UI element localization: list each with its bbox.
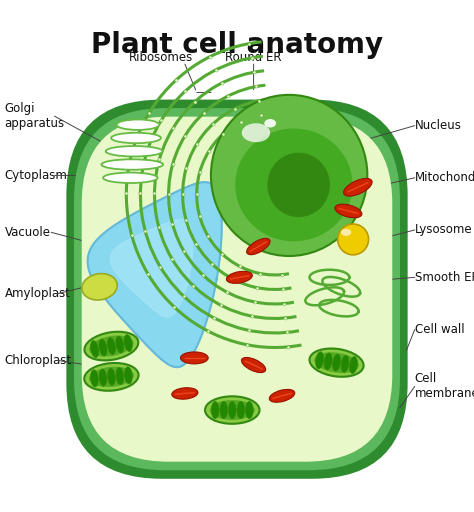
Ellipse shape	[269, 390, 295, 402]
Polygon shape	[322, 277, 360, 296]
Text: Golgi
apparatus: Golgi apparatus	[5, 102, 65, 130]
Ellipse shape	[335, 204, 362, 218]
Text: Mitochondrion: Mitochondrion	[415, 172, 474, 184]
Ellipse shape	[99, 339, 107, 356]
Ellipse shape	[333, 354, 340, 371]
Ellipse shape	[341, 229, 351, 236]
Text: Cell
membrane: Cell membrane	[415, 372, 474, 400]
FancyBboxPatch shape	[74, 108, 400, 470]
Ellipse shape	[89, 367, 134, 387]
Ellipse shape	[314, 352, 359, 373]
Ellipse shape	[84, 332, 138, 360]
Ellipse shape	[106, 146, 163, 157]
Ellipse shape	[324, 353, 332, 370]
Ellipse shape	[310, 349, 364, 377]
Text: Amyloplast: Amyloplast	[5, 287, 71, 301]
Ellipse shape	[103, 173, 157, 183]
Text: Lysosome: Lysosome	[415, 223, 473, 237]
Ellipse shape	[316, 352, 324, 369]
Polygon shape	[110, 220, 192, 317]
Text: Smooth ER: Smooth ER	[415, 271, 474, 284]
Ellipse shape	[337, 224, 368, 255]
Ellipse shape	[246, 239, 270, 254]
Ellipse shape	[341, 355, 349, 372]
Ellipse shape	[101, 159, 163, 170]
Polygon shape	[305, 287, 344, 305]
Text: Ribosomes: Ribosomes	[129, 51, 193, 64]
Ellipse shape	[91, 370, 98, 387]
Ellipse shape	[241, 357, 266, 373]
Text: Vacuole: Vacuole	[5, 226, 51, 239]
Ellipse shape	[181, 352, 208, 364]
Ellipse shape	[349, 356, 357, 373]
Ellipse shape	[117, 119, 159, 130]
Ellipse shape	[235, 129, 353, 241]
Ellipse shape	[344, 178, 372, 196]
Ellipse shape	[82, 273, 117, 300]
Ellipse shape	[246, 401, 253, 419]
FancyBboxPatch shape	[66, 99, 408, 479]
Ellipse shape	[205, 396, 259, 424]
Ellipse shape	[108, 368, 115, 386]
Text: Chloroplast: Chloroplast	[5, 354, 72, 367]
Ellipse shape	[172, 388, 198, 399]
Polygon shape	[310, 270, 349, 285]
Ellipse shape	[124, 335, 132, 352]
Ellipse shape	[220, 401, 228, 419]
Ellipse shape	[99, 369, 107, 386]
Ellipse shape	[227, 271, 252, 283]
Ellipse shape	[228, 401, 236, 419]
Ellipse shape	[116, 368, 124, 385]
Ellipse shape	[108, 337, 115, 354]
Ellipse shape	[91, 340, 99, 357]
FancyBboxPatch shape	[82, 117, 392, 462]
Ellipse shape	[111, 133, 161, 143]
Ellipse shape	[89, 335, 134, 357]
Text: Cell wall: Cell wall	[415, 323, 465, 336]
Ellipse shape	[84, 363, 138, 391]
Ellipse shape	[116, 336, 124, 353]
Ellipse shape	[125, 367, 132, 384]
Text: Cytoplasm: Cytoplasm	[5, 169, 68, 182]
Ellipse shape	[264, 119, 276, 127]
Text: Nucleus: Nucleus	[415, 119, 462, 132]
Polygon shape	[319, 300, 358, 316]
Ellipse shape	[267, 153, 330, 217]
Text: Plant cell anatomy: Plant cell anatomy	[91, 31, 383, 59]
Ellipse shape	[210, 400, 255, 420]
Ellipse shape	[211, 401, 219, 419]
Ellipse shape	[242, 123, 270, 142]
Polygon shape	[88, 182, 222, 367]
Text: Round ER: Round ER	[225, 51, 282, 64]
Ellipse shape	[237, 401, 245, 419]
Ellipse shape	[211, 95, 367, 256]
